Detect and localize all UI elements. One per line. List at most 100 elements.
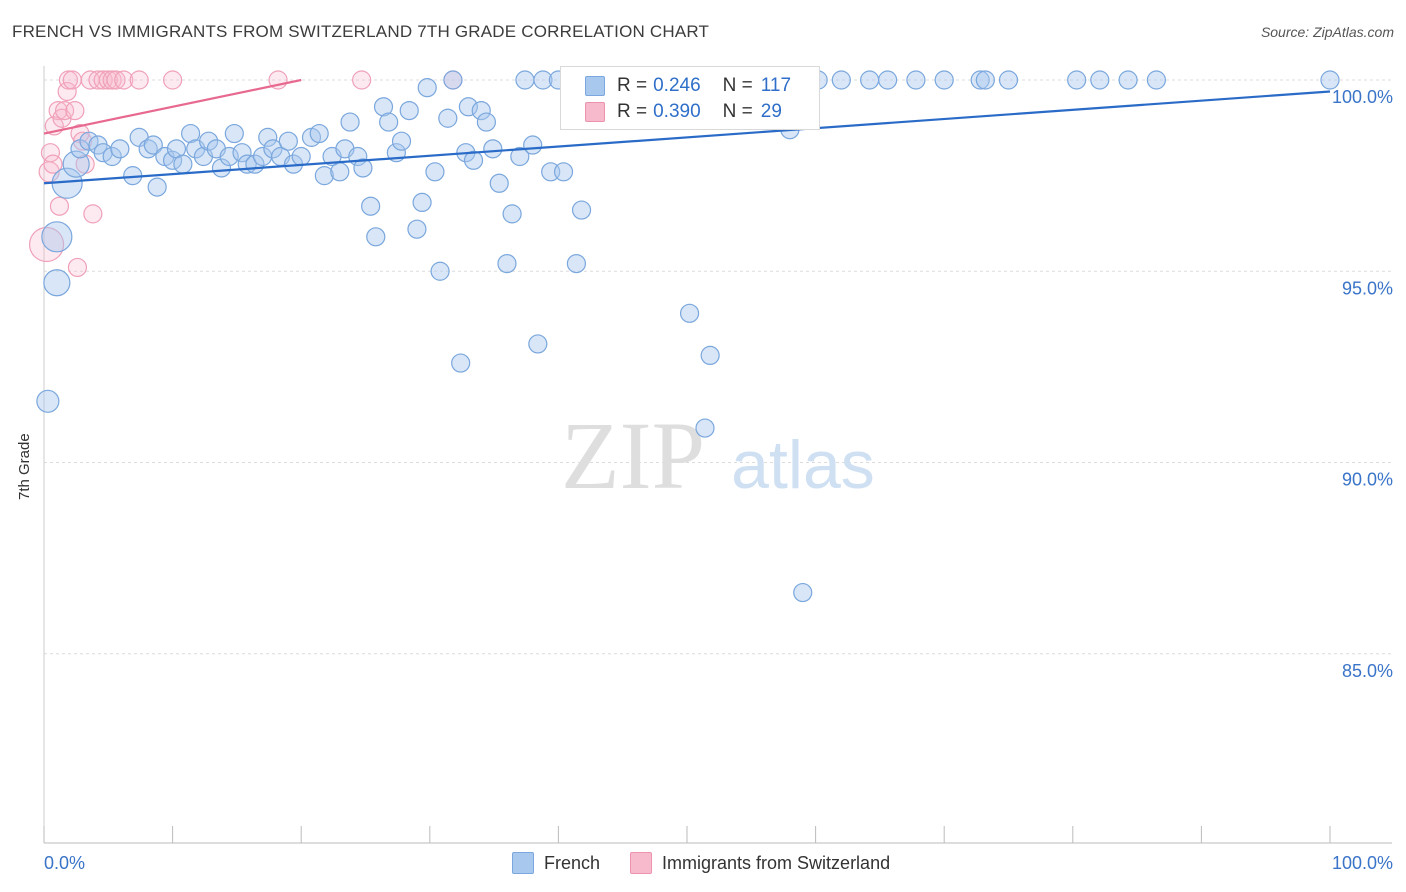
data-point-french [998,70,1019,90]
data-point-french [102,146,122,167]
legend-row-french: R = 0.246 N = 117 [585,74,791,98]
trend-line-swiss [43,78,302,135]
data-point-french [291,146,311,167]
data-point-french [340,112,360,132]
data-point-french [263,139,283,159]
data-point-french [330,162,350,182]
data-point-french [970,70,990,90]
data-point-french [502,204,522,224]
legend-r-label-swiss: R = [617,101,648,122]
data-point-french [163,150,183,170]
data-point-french [43,269,71,297]
legend-row-swiss: R = 0.390 N = 29 [585,100,782,124]
data-point-french [41,221,73,253]
watermark-atlas: atlas [731,427,875,503]
legend-r-label-french: R = [617,75,648,96]
data-point-swiss [352,70,372,90]
x-tick-label: 100.0% [1332,853,1393,873]
data-point-swiss [43,154,63,174]
series-swatch-swiss [630,852,653,874]
data-point-french [412,192,432,212]
data-point-french [199,131,219,151]
data-point-french [373,97,394,117]
series-legend-french: French [512,852,600,874]
legend-n-value-swiss: 29 [760,101,782,122]
data-point-french [489,173,509,193]
data-point-french [793,582,813,603]
data-point-french [36,389,60,413]
data-point-french [399,100,419,121]
data-point-french [224,123,244,144]
data-point-french [309,123,329,144]
data-point-french [219,146,239,167]
data-point-french [571,200,592,220]
data-point-french [407,219,427,239]
y-tick-label: 85.0% [1342,661,1393,681]
legend-n-value-french: 117 [760,75,792,96]
watermark: ZIP atlas [561,402,875,509]
data-point-french [906,70,926,90]
y-tick-label: 95.0% [1342,278,1393,298]
points-french [36,70,1340,603]
legend-r-value-french: 0.246 [653,75,701,96]
data-point-french [523,135,543,155]
y-tick-label: 100.0% [1332,87,1393,107]
tick-labels: 100.0% 95.0% 90.0% 85.0% 0.0% 100.0% [44,87,1393,873]
series-label-swiss: Immigrants from Switzerland [662,852,891,873]
data-point-french [510,146,530,167]
data-point-swiss [67,257,88,278]
data-point-swiss [28,226,65,263]
series-legend: French Immigrants from Switzerland [512,852,920,874]
data-point-french [515,70,535,90]
data-point-french [476,112,496,132]
trend-lines [43,78,1331,185]
data-point-french [232,143,252,163]
data-point-french [1090,70,1110,90]
data-point-french [438,108,458,128]
data-point-french [147,177,167,197]
data-point-french [695,418,715,438]
data-point-french [458,97,478,117]
data-point-french [366,227,386,247]
data-point-french [831,70,851,90]
data-point-french [391,131,412,151]
data-point-french [181,123,201,144]
data-point-french [566,254,587,274]
data-point-swiss [65,100,85,121]
data-point-french [1320,70,1340,90]
data-point-french [860,70,880,90]
data-point-swiss [114,70,134,90]
trend-line-french [43,90,1331,185]
data-point-swiss [106,70,126,90]
data-point-french [483,139,503,159]
data-point-french [463,150,484,170]
data-point-french [553,162,574,182]
data-point-swiss [40,143,61,163]
data-point-french [314,166,334,186]
data-point-swiss [72,131,93,151]
data-point-french [173,154,193,174]
data-point-french [700,345,720,365]
data-point-swiss [62,70,82,90]
data-point-french [361,196,381,216]
data-point-french [679,303,700,323]
data-point-swiss [129,70,149,90]
data-point-french [497,254,517,274]
legend-swatch-swiss [585,102,605,122]
data-point-french [110,139,130,159]
data-point-french [278,131,298,151]
legend-r-value-swiss: 0.390 [653,101,701,122]
data-point-french [1146,70,1166,90]
data-point-french [379,112,399,132]
legend-n-label-french: N = [722,75,753,96]
data-point-french [471,100,491,121]
legend-swatch-french [585,76,605,96]
chart-title: FRENCH VS IMMIGRANTS FROM SWITZERLAND 7T… [12,22,710,41]
legend-n-label-swiss: N = [722,101,753,122]
data-point-french [417,78,437,98]
data-point-swiss [163,70,183,90]
data-point-french [528,334,548,354]
data-point-french [258,127,278,147]
data-point-french [975,70,995,90]
series-swatch-french [512,852,534,874]
